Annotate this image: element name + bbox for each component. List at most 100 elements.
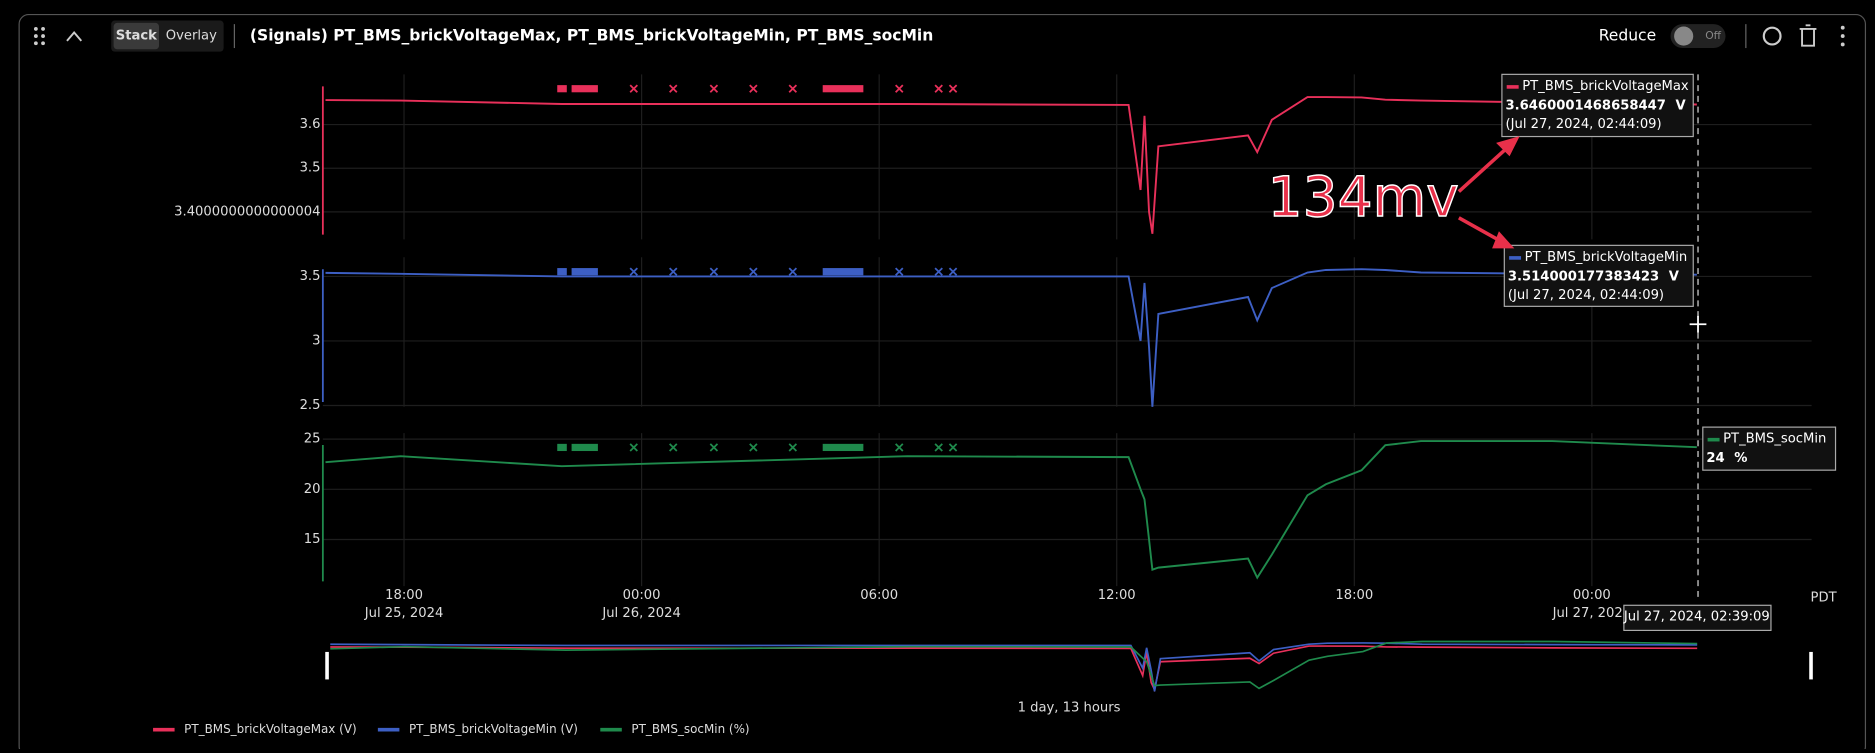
tooltip-number: 24 bbox=[1706, 451, 1724, 466]
mode-label[interactable]: Stack bbox=[116, 29, 157, 44]
event-marker bbox=[669, 84, 678, 93]
event-marker bbox=[749, 84, 758, 93]
tooltip-swatch bbox=[1509, 256, 1522, 260]
tooltip-unit: V bbox=[1669, 269, 1680, 284]
event-marker bbox=[709, 443, 719, 452]
collapse-button[interactable] bbox=[66, 31, 83, 42]
tooltip-swatch bbox=[1506, 85, 1519, 89]
event-marker bbox=[788, 84, 798, 93]
x-tick-label: 06:00 bbox=[860, 588, 898, 603]
series-line bbox=[325, 268, 1697, 407]
event-marker bbox=[557, 85, 567, 93]
x-tick-label: 18:00 bbox=[1335, 588, 1373, 603]
event-marker bbox=[669, 267, 678, 276]
panel-title: (Signals) PT_BMS_brickVoltageMax, PT_BMS… bbox=[250, 27, 933, 45]
event-marker bbox=[629, 443, 638, 452]
tooltip-time: (Jul 27, 2024, 02:44:09) bbox=[1508, 288, 1664, 303]
event-marker bbox=[895, 84, 904, 93]
event-marker bbox=[788, 267, 798, 276]
tooltip-name: PT_BMS_brickVoltageMin bbox=[1525, 250, 1688, 265]
y-tick-label: 3 bbox=[312, 333, 320, 348]
tooltip-number: 3.514000177383423 bbox=[1508, 269, 1659, 284]
timezone-label: PDT bbox=[1811, 591, 1838, 606]
tooltip-time: (Jul 27, 2024, 02:44:09) bbox=[1506, 117, 1662, 132]
series-line bbox=[325, 440, 1697, 580]
event-marker bbox=[822, 443, 864, 452]
event-marker bbox=[934, 443, 943, 452]
event-marker bbox=[749, 443, 758, 452]
legend-label: PT_BMS_brickVoltageMin (V) bbox=[409, 722, 578, 736]
x-tick-date: Jul 26, 2024 bbox=[601, 606, 681, 621]
overview-line bbox=[330, 640, 1698, 690]
event-marker bbox=[709, 84, 719, 93]
panel-frame bbox=[18, 13, 1867, 753]
tooltip bbox=[1503, 244, 1694, 307]
x-tick-date: Jul 27, 2024 bbox=[1552, 606, 1632, 621]
tooltip-unit: V bbox=[1676, 98, 1687, 113]
overview-line bbox=[330, 645, 1698, 693]
event-marker bbox=[557, 443, 567, 452]
event-marker bbox=[571, 443, 598, 452]
range-label: 1 day, 13 hours bbox=[1018, 701, 1121, 716]
x-tick-label: 00:00 bbox=[623, 588, 661, 603]
plot-area[interactable]: 3.4000000000000004 3.5 3.6 PT_BMS_brickVolt… bbox=[153, 73, 1838, 736]
tooltip-name: PT_BMS_brickVoltageMax bbox=[1522, 79, 1689, 94]
event-marker bbox=[571, 268, 598, 276]
x-tick-label: 00:00 bbox=[1573, 588, 1611, 603]
delete-button[interactable] bbox=[1799, 24, 1817, 47]
toggle-state: Off bbox=[1705, 29, 1721, 42]
x-tick-label: 18:00 bbox=[385, 588, 423, 603]
mode-label[interactable]: Overlay bbox=[166, 29, 217, 44]
annotation-arrows bbox=[1457, 136, 1520, 249]
toggle-knob bbox=[1674, 26, 1694, 46]
event-marker bbox=[629, 267, 638, 276]
event-marker bbox=[557, 268, 567, 276]
event-marker bbox=[934, 84, 943, 93]
event-marker bbox=[948, 267, 958, 276]
tooltip bbox=[1702, 426, 1837, 471]
event-marker bbox=[895, 443, 904, 452]
tooltip-swatch bbox=[1707, 437, 1720, 442]
y-tick-label: 20 bbox=[304, 482, 321, 497]
tooltip-name: PT_BMS_socMin bbox=[1723, 432, 1826, 447]
y-tick-label: 25 bbox=[304, 432, 321, 447]
overview-handle bbox=[1809, 651, 1813, 680]
tooltip-value: 3.514000177383423 V bbox=[1508, 269, 1680, 284]
event-marker bbox=[788, 443, 798, 452]
tooltip bbox=[1501, 73, 1694, 138]
tooltip-number: 3.6460001468658447 bbox=[1506, 98, 1666, 113]
event-marker bbox=[895, 267, 904, 276]
mode-stack[interactable] bbox=[113, 22, 160, 50]
series-line bbox=[325, 96, 1697, 234]
event-marker bbox=[629, 84, 638, 93]
event-marker bbox=[571, 85, 598, 93]
event-marker bbox=[709, 267, 719, 276]
annotation: 134mv bbox=[1268, 165, 1459, 229]
x-tick-date: Jul 25, 2024 bbox=[364, 606, 444, 621]
y-tick-label: 3.6 bbox=[300, 117, 321, 132]
settings-button[interactable] bbox=[1762, 26, 1782, 46]
y-tick-label: 2.5 bbox=[300, 398, 321, 413]
y-tick-label: 3.5 bbox=[300, 269, 321, 284]
legend-label: PT_BMS_socMin (%) bbox=[631, 722, 749, 736]
event-marker bbox=[948, 443, 958, 452]
tooltip-value: 3.6460001468658447 V bbox=[1506, 98, 1687, 113]
legend-label: PT_BMS_brickVoltageMax (V) bbox=[184, 722, 357, 736]
event-marker bbox=[749, 267, 758, 276]
event-marker bbox=[669, 443, 678, 452]
y-tick-label: 3.5 bbox=[300, 161, 321, 176]
x-tick-label: 12:00 bbox=[1098, 588, 1136, 603]
event-marker bbox=[948, 84, 958, 93]
drag-handle[interactable] bbox=[33, 27, 45, 46]
tooltip-unit: % bbox=[1734, 451, 1747, 466]
y-tick-label: 3.4000000000000004 bbox=[174, 204, 320, 219]
overview-handle bbox=[325, 651, 329, 680]
crosshair bbox=[1689, 315, 1707, 333]
cursor-box bbox=[1623, 604, 1772, 631]
event-marker bbox=[934, 267, 943, 276]
y-tick-label: 15 bbox=[304, 532, 321, 547]
overview-line bbox=[330, 642, 1698, 692]
more-button[interactable] bbox=[1840, 25, 1845, 47]
tooltip-value: 24% bbox=[1706, 451, 1747, 466]
